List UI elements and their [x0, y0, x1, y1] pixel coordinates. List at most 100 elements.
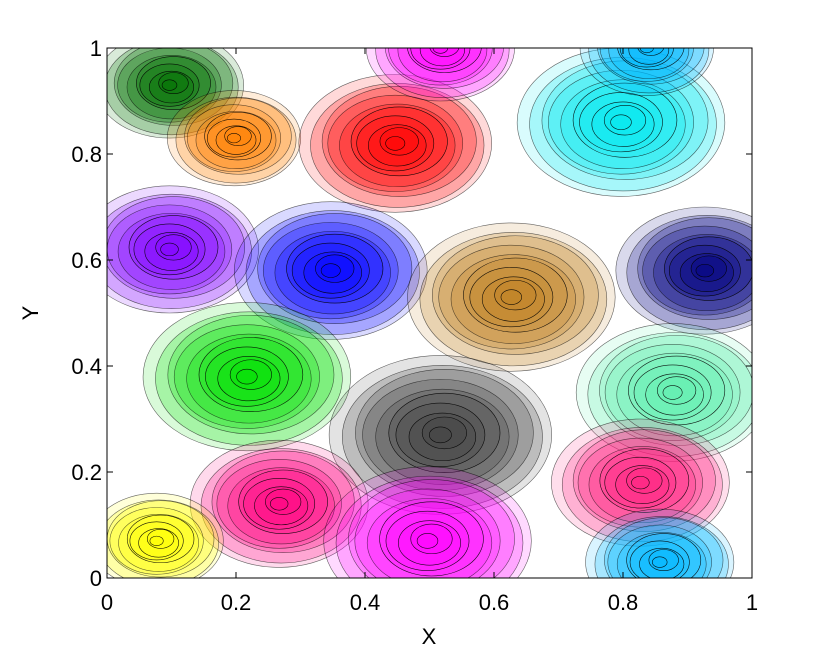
contour-level [148, 70, 195, 104]
contour-blob [407, 222, 616, 372]
contour-level [328, 355, 552, 515]
contour-level [579, 92, 663, 153]
contour-blob [234, 201, 428, 340]
contour-level [384, 48, 504, 89]
contour-level [629, 540, 690, 578]
contour-level [645, 373, 704, 416]
contour-blob [516, 48, 726, 197]
contour-level [575, 323, 752, 462]
contour-level [628, 48, 670, 65]
contour-level [146, 529, 175, 549]
contour-level [265, 488, 302, 515]
contour-level [648, 549, 679, 571]
contour-blob [166, 90, 302, 187]
contour-level [695, 263, 715, 278]
contour-level [107, 196, 245, 299]
contour-level [175, 96, 297, 184]
contour-blob [575, 323, 752, 462]
contour-level [639, 547, 685, 578]
contour-level [224, 126, 252, 146]
contour-blob [107, 492, 224, 578]
contour-level [637, 217, 752, 320]
contour-level [626, 467, 663, 494]
contour-level [607, 524, 712, 578]
contour-level [631, 475, 650, 490]
contour-level [365, 48, 515, 102]
contour-level [315, 254, 355, 283]
contour-level [416, 533, 439, 549]
contour-level [229, 359, 272, 390]
contour-level [604, 343, 741, 442]
contour-level [117, 212, 226, 290]
contour-level [303, 251, 362, 294]
contour-level [155, 311, 343, 446]
x-tick-label: 1 [746, 590, 758, 615]
contour-level [128, 215, 219, 280]
contour-level [597, 48, 705, 85]
contour-level [588, 446, 697, 524]
contour-level [107, 185, 259, 314]
contour-level [410, 523, 453, 555]
contour-level [149, 535, 164, 546]
contour-level [637, 48, 665, 56]
contour-level [385, 510, 470, 571]
contour-level [408, 412, 477, 462]
contour-level [587, 332, 752, 457]
contour-level [257, 213, 413, 325]
plot-frame [106, 47, 753, 579]
contour-level [679, 253, 734, 292]
contour-level [616, 352, 733, 437]
contour-level [155, 234, 192, 261]
contour-level [269, 497, 289, 511]
contour-level [227, 467, 335, 545]
contour-level [133, 223, 206, 276]
contour-level [604, 517, 724, 578]
contour-level [298, 74, 492, 213]
contour-level [615, 465, 670, 504]
contour-blob [107, 48, 244, 139]
contour-level [355, 368, 534, 497]
contour-level [419, 48, 465, 67]
contour-level [142, 302, 352, 452]
contour-level [604, 456, 677, 509]
contour-level [356, 115, 435, 172]
contour-level [217, 356, 281, 402]
contour-level [160, 242, 179, 257]
contour-level [560, 79, 686, 170]
contour-level [341, 365, 543, 509]
contour-blob [579, 48, 714, 96]
contour-level [195, 111, 277, 170]
contour-level [200, 448, 362, 564]
contour-level [366, 498, 493, 578]
x-tick-label: 0.2 [221, 590, 252, 615]
contour-level [339, 103, 456, 188]
contour-level [184, 97, 292, 175]
contour-level [139, 63, 200, 107]
x-tick-label: 0 [101, 590, 113, 615]
contour-level [529, 57, 717, 192]
contour-level [657, 376, 697, 405]
contour-level [173, 324, 320, 429]
contour-level [238, 469, 328, 534]
y-axis-label: Y [18, 305, 43, 320]
contour-level [494, 279, 537, 311]
contour-blob [585, 508, 735, 578]
contour-level [594, 516, 729, 578]
contour-level [668, 244, 741, 297]
contour-blob [328, 355, 552, 515]
contour-level [639, 48, 654, 54]
contour-level [431, 235, 599, 355]
contour-blob [615, 206, 752, 335]
contour-level [419, 232, 608, 367]
contour-level [323, 466, 532, 578]
contour-level [407, 222, 616, 372]
contour-level [234, 201, 428, 340]
contour-level [626, 533, 702, 578]
contour-level [599, 48, 694, 82]
contour-level [379, 127, 419, 156]
contour-level [481, 276, 545, 322]
y-tick-label: 0.2 [71, 460, 102, 485]
y-tick-label: 1 [90, 36, 102, 61]
contour-level [385, 136, 406, 151]
